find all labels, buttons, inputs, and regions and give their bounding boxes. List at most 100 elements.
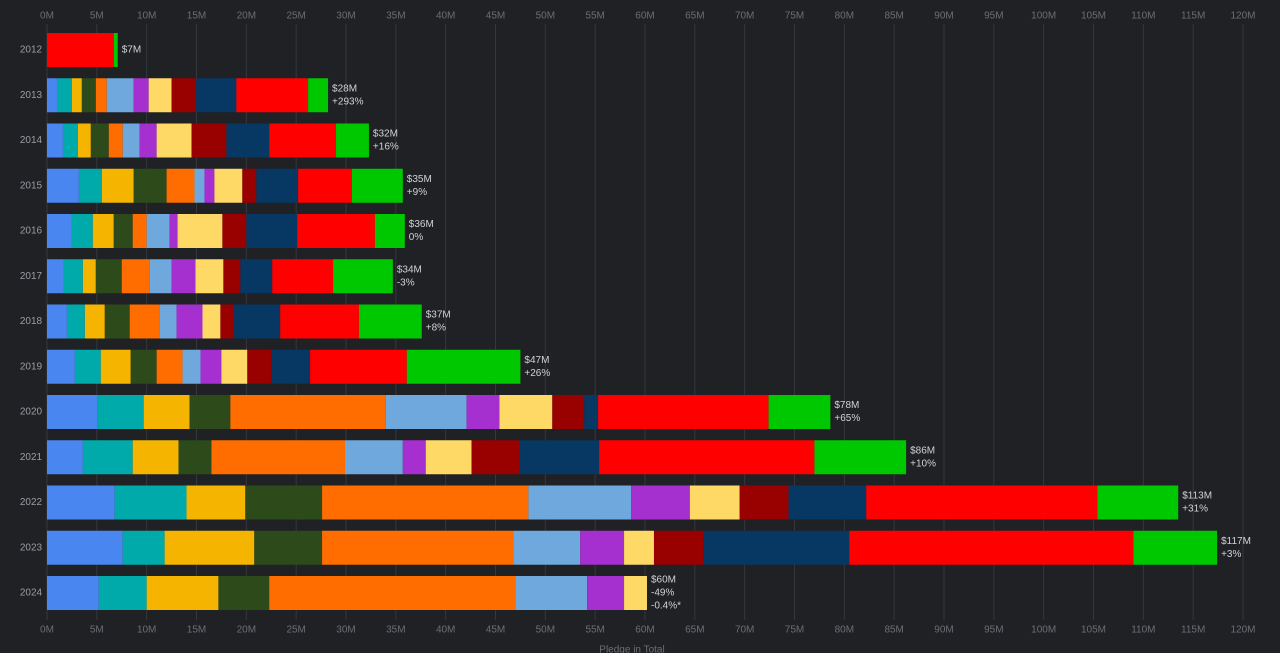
- bar-segment: [587, 576, 625, 610]
- bar-segment: [358, 304, 422, 339]
- bar-segment: [62, 123, 78, 158]
- x-tick-label: 35M: [386, 11, 405, 22]
- bar-segment: [245, 485, 323, 520]
- bar-segment: [171, 78, 196, 113]
- bar-segment: [191, 123, 227, 158]
- bar-segment: [97, 395, 144, 429]
- x-tick-label: 100M: [1031, 11, 1056, 22]
- bar-segment: [156, 123, 192, 158]
- bar-segment: [256, 168, 299, 203]
- x-tick-label: 90M: [934, 11, 953, 22]
- bar-segment: [121, 259, 150, 294]
- x-tick-label: 115M: [1181, 625, 1205, 636]
- bar-segment: [133, 78, 149, 113]
- x-tick-label: 45M: [486, 11, 505, 22]
- bar-segment: [222, 214, 247, 248]
- bar-segment: [280, 304, 359, 339]
- bar-segment: [269, 576, 516, 610]
- bar-segment: [95, 78, 107, 113]
- bar-segment: [211, 440, 346, 475]
- bar-segment: [171, 259, 196, 294]
- bar-segment: [233, 304, 281, 339]
- bar-segment: [149, 259, 172, 294]
- bar-segment: [374, 214, 405, 248]
- x-tick-label: 120M: [1230, 11, 1255, 22]
- y-tick-label: 2015: [20, 180, 43, 191]
- bar-segment: [113, 33, 118, 67]
- bar-segment: [84, 304, 105, 339]
- bar-segment: [108, 123, 123, 158]
- bar-segment: [101, 168, 134, 203]
- bar-segment: [63, 259, 83, 294]
- bar-segment: [47, 259, 64, 294]
- bar-segment: [114, 485, 187, 520]
- x-tick-label: 80M: [835, 11, 854, 22]
- bar-segment: [1097, 485, 1179, 520]
- bar-segment: [47, 304, 67, 339]
- bar-segment: [385, 395, 467, 429]
- x-tick-label: 100M: [1031, 625, 1056, 636]
- change-label: +65%: [834, 413, 860, 424]
- x-tick-label: 85M: [884, 11, 903, 22]
- bar-segment: [47, 78, 57, 113]
- bar-segment: [195, 259, 224, 294]
- x-tick-label: 50M: [536, 625, 555, 636]
- bar-segment: [351, 168, 403, 203]
- bar-segment: [466, 395, 500, 429]
- bar-segment: [82, 440, 133, 475]
- x-tick-label: 60M: [635, 11, 654, 22]
- bar-segment: [78, 168, 102, 203]
- bar-segment: [814, 440, 907, 475]
- x-tick-label: 105M: [1081, 11, 1106, 22]
- bar-segment: [71, 78, 82, 113]
- x-tick-label: 75M: [785, 11, 804, 22]
- bar-segment: [47, 395, 98, 429]
- total-label: $47M: [524, 355, 549, 366]
- bar-segment: [624, 530, 654, 565]
- bar-segment: [624, 576, 647, 610]
- change-label: +31%: [1182, 504, 1208, 515]
- y-tick-label: 2024: [20, 588, 43, 599]
- x-tick-label: 75M: [785, 625, 804, 636]
- change-label: +10%: [910, 458, 936, 469]
- x-tick-label: 15M: [187, 625, 206, 636]
- x-tick-label: 55M: [585, 625, 604, 636]
- bar-segment: [139, 123, 157, 158]
- bar-segment: [47, 123, 63, 158]
- change-label: -3%: [397, 277, 415, 288]
- bar-segment: [345, 440, 403, 475]
- bar-segment: [113, 214, 133, 248]
- bar-segment: [122, 530, 165, 565]
- x-tick-label: 35M: [386, 625, 405, 636]
- bar-segment: [599, 440, 815, 475]
- bar-segment: [230, 395, 386, 429]
- bar-segment: [653, 530, 704, 565]
- bar-segment: [189, 395, 231, 429]
- x-tick-label: 20M: [237, 625, 256, 636]
- bar-segment: [132, 214, 147, 248]
- bar-segment: [788, 485, 867, 520]
- y-tick-label: 2016: [20, 226, 43, 237]
- x-tick-label: 120M: [1230, 625, 1255, 636]
- x-tick-label: 105M: [1081, 625, 1106, 636]
- change-label: +16%: [373, 142, 399, 153]
- bar-segment: [406, 349, 521, 384]
- total-label: $113M: [1182, 491, 1212, 502]
- x-tick-label: 110M: [1131, 11, 1155, 22]
- bar-segment: [218, 576, 270, 610]
- bar-segment: [322, 485, 529, 520]
- bar-segment: [194, 168, 205, 203]
- x-tick-label: 80M: [835, 625, 854, 636]
- bar-segment: [425, 440, 472, 475]
- bar-segment: [146, 576, 219, 610]
- bar-segment: [739, 485, 789, 520]
- bar-segment: [246, 214, 298, 248]
- change-label: -49%: [651, 588, 674, 599]
- x-tick-label: 85M: [884, 625, 903, 636]
- x-tick-label: 0M: [40, 11, 54, 22]
- bar-segment: [71, 214, 93, 248]
- total-label: $37M: [426, 310, 451, 321]
- total-label: $28M: [332, 83, 357, 94]
- total-label: $86M: [910, 445, 935, 456]
- x-tick-label: 95M: [984, 625, 1003, 636]
